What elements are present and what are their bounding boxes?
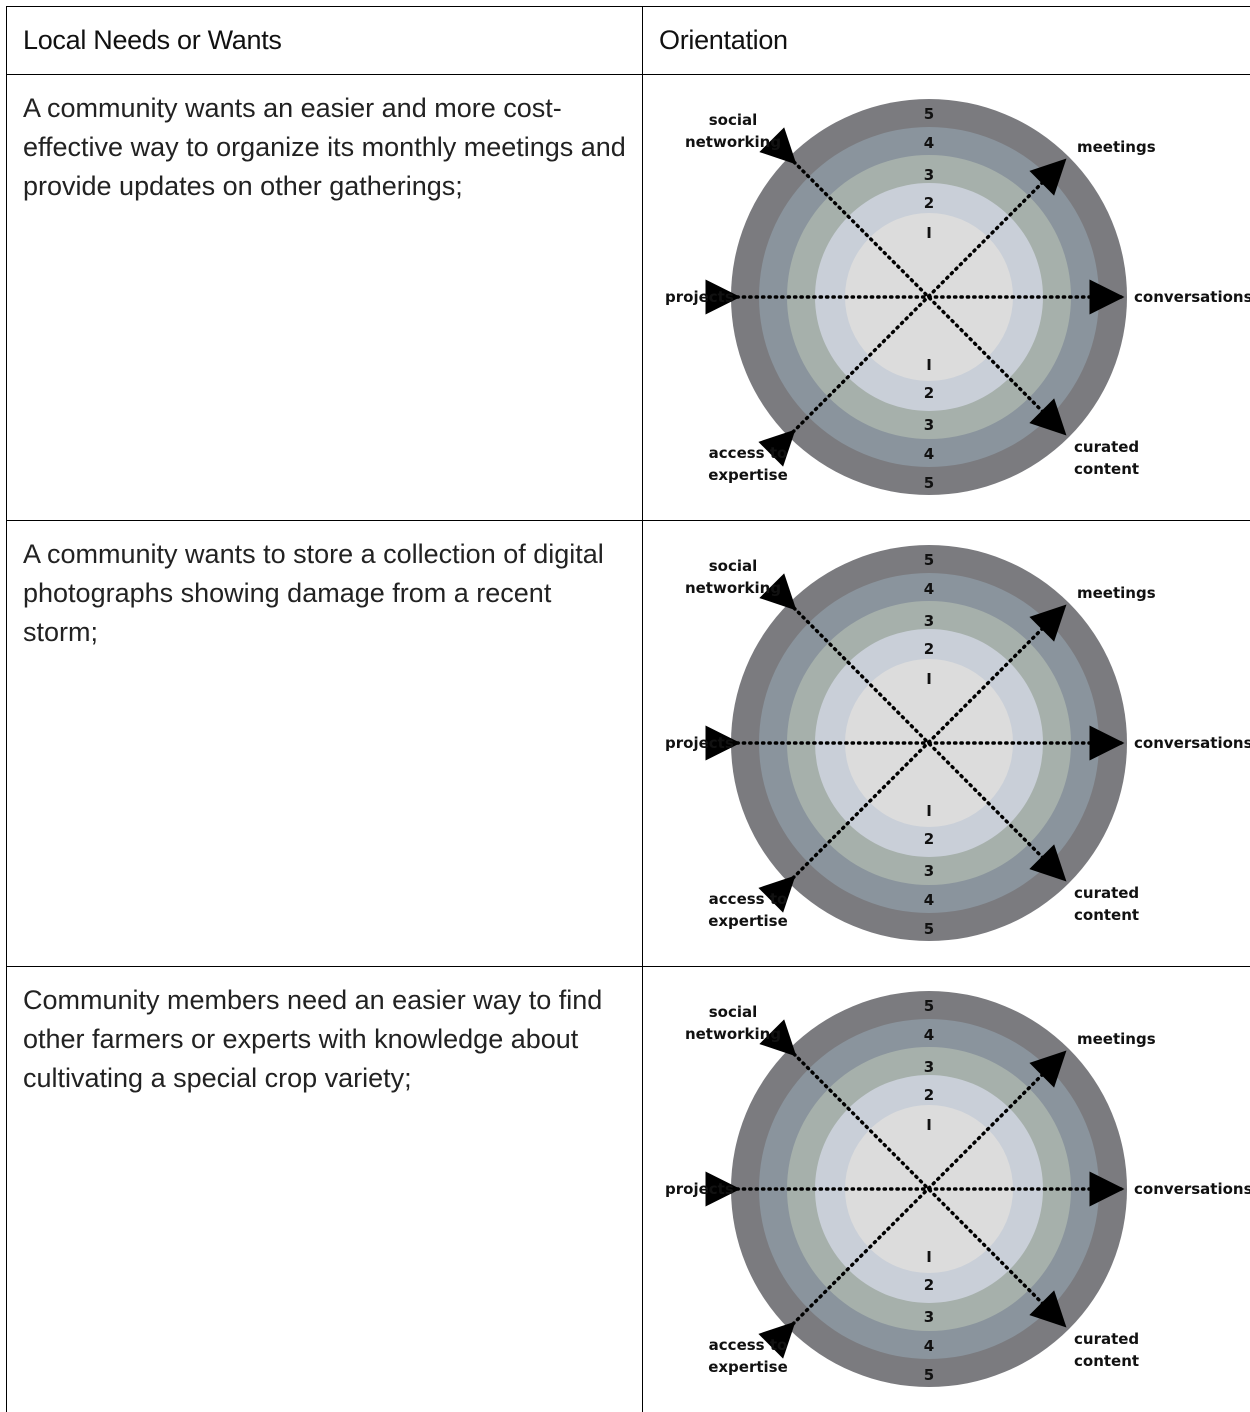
label-meetings: meetings bbox=[1077, 138, 1156, 156]
label-conversations: conversations bbox=[1134, 1180, 1250, 1198]
needs-cell: Community members need an easier way to … bbox=[7, 967, 643, 1412]
header-cell-orientation: Orientation bbox=[643, 7, 1250, 75]
orientation-cell: 5 4 3 2 I I 2 3 4 5 social networking meetings projec… bbox=[643, 75, 1250, 521]
ring-number-bottom: 4 bbox=[924, 445, 934, 463]
ring-number-top: I bbox=[926, 1116, 932, 1134]
label-meetings: meetings bbox=[1077, 1030, 1156, 1048]
label-social: social bbox=[709, 111, 758, 129]
ring-number-top: 5 bbox=[924, 551, 934, 569]
label-access-to: access to bbox=[709, 1336, 788, 1354]
radar-svg: 5 4 3 2 I I 2 3 4 5 social networking meetings projec… bbox=[643, 967, 1250, 1412]
ring-number-top: 2 bbox=[924, 194, 934, 212]
orientation-diagram: 5 4 3 2 I I 2 3 4 5 social networking meetings projec… bbox=[643, 521, 1250, 966]
ring-number-bottom: 5 bbox=[924, 474, 934, 492]
orientation-table: Local Needs or Wants Orientation A commu… bbox=[6, 6, 1250, 1412]
ring-number-top: 4 bbox=[924, 134, 934, 152]
ring-number-top: 2 bbox=[924, 640, 934, 658]
header-orientation: Orientation bbox=[643, 25, 1250, 56]
label-networking: networking bbox=[685, 579, 781, 597]
ring-number-top: 4 bbox=[924, 1026, 934, 1044]
ring-number-bottom: 5 bbox=[924, 1366, 934, 1384]
need-description: Community members need an easier way to … bbox=[7, 967, 642, 1098]
ring-number-bottom: 3 bbox=[924, 416, 934, 434]
orientation-diagram: 5 4 3 2 I I 2 3 4 5 social networking meetings projec… bbox=[643, 75, 1250, 520]
label-content: content bbox=[1074, 1352, 1139, 1370]
label-expertise: expertise bbox=[708, 912, 788, 930]
header-row: Local Needs or Wants Orientation bbox=[7, 7, 1250, 75]
ring-number-top: 2 bbox=[924, 1086, 934, 1104]
ring-number-bottom: 3 bbox=[924, 862, 934, 880]
radar-svg: 5 4 3 2 I I 2 3 4 5 social networking meetings projec… bbox=[643, 75, 1250, 520]
label-curated: curated bbox=[1074, 438, 1139, 456]
table-row: A community wants to store a collection … bbox=[7, 521, 1250, 967]
label-projects: projects bbox=[665, 1180, 734, 1198]
orientation-diagram: 5 4 3 2 I I 2 3 4 5 social networking meetings projec… bbox=[643, 967, 1250, 1412]
ring-number-bottom: 3 bbox=[924, 1308, 934, 1326]
label-conversations: conversations bbox=[1134, 734, 1250, 752]
table-row: A community wants an easier and more cos… bbox=[7, 75, 1250, 521]
ring-number-top: 3 bbox=[924, 166, 934, 184]
header-local-needs: Local Needs or Wants bbox=[7, 25, 642, 56]
ring-number-bottom: 5 bbox=[924, 920, 934, 938]
needs-cell: A community wants to store a collection … bbox=[7, 521, 643, 967]
ring-number-top: 3 bbox=[924, 1058, 934, 1076]
label-conversations: conversations bbox=[1134, 288, 1250, 306]
orientation-cell: 5 4 3 2 I I 2 3 4 5 social networking meetings projec… bbox=[643, 521, 1250, 967]
ring-number-top: 5 bbox=[924, 997, 934, 1015]
ring-number-top: 4 bbox=[924, 580, 934, 598]
label-curated: curated bbox=[1074, 884, 1139, 902]
orientation-cell: 5 4 3 2 I I 2 3 4 5 social networking meetings projec… bbox=[643, 967, 1250, 1412]
radar-svg: 5 4 3 2 I I 2 3 4 5 social networking meetings projec… bbox=[643, 521, 1250, 966]
ring-number-bottom: 2 bbox=[924, 384, 934, 402]
ring-number-bottom: I bbox=[926, 1248, 932, 1266]
label-access-to: access to bbox=[709, 444, 788, 462]
label-projects: projects bbox=[665, 734, 734, 752]
ring-number-bottom: 2 bbox=[924, 830, 934, 848]
label-content: content bbox=[1074, 460, 1139, 478]
need-description: A community wants an easier and more cos… bbox=[7, 75, 642, 206]
label-access-to: access to bbox=[709, 890, 788, 908]
ring-number-bottom: I bbox=[926, 802, 932, 820]
label-content: content bbox=[1074, 906, 1139, 924]
table-row: Community members need an easier way to … bbox=[7, 967, 1250, 1412]
header-cell-needs: Local Needs or Wants bbox=[7, 7, 643, 75]
ring-number-bottom: I bbox=[926, 356, 932, 374]
needs-cell: A community wants an easier and more cos… bbox=[7, 75, 643, 521]
label-social: social bbox=[709, 557, 758, 575]
label-expertise: expertise bbox=[708, 466, 788, 484]
label-networking: networking bbox=[685, 133, 781, 151]
label-networking: networking bbox=[685, 1025, 781, 1043]
label-social: social bbox=[709, 1003, 758, 1021]
ring-number-top: 3 bbox=[924, 612, 934, 630]
label-expertise: expertise bbox=[708, 1358, 788, 1376]
label-projects: projects bbox=[665, 288, 734, 306]
label-meetings: meetings bbox=[1077, 584, 1156, 602]
ring-number-bottom: 4 bbox=[924, 1337, 934, 1355]
ring-number-bottom: 2 bbox=[924, 1276, 934, 1294]
label-curated: curated bbox=[1074, 1330, 1139, 1348]
ring-number-bottom: 4 bbox=[924, 891, 934, 909]
need-description: A community wants to store a collection … bbox=[7, 521, 642, 652]
ring-number-top: 5 bbox=[924, 105, 934, 123]
ring-number-top: I bbox=[926, 224, 932, 242]
ring-number-top: I bbox=[926, 670, 932, 688]
